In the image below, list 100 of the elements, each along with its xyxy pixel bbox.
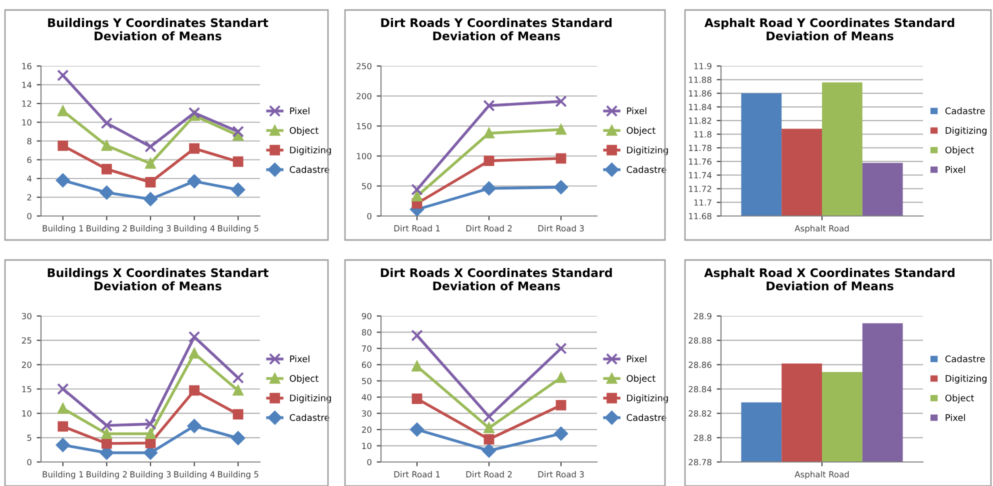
legend-label: Pixel bbox=[627, 355, 646, 362]
point bbox=[554, 426, 568, 441]
y-tick-label: 10 bbox=[22, 410, 32, 417]
legend-label: Object bbox=[626, 126, 656, 136]
y-tick-label: 30 bbox=[362, 410, 372, 417]
legend-label: Digitizing bbox=[627, 146, 668, 156]
y-tick-label: 28.88 bbox=[688, 337, 712, 344]
x-tick-label: Building 4 bbox=[174, 471, 215, 480]
point bbox=[187, 419, 202, 433]
y-tick-label: 28.78 bbox=[688, 458, 712, 466]
y-tick-label: 11.68 bbox=[689, 212, 712, 220]
y-tick-label: 0 bbox=[367, 458, 372, 466]
point bbox=[412, 190, 422, 202]
point bbox=[232, 126, 244, 138]
y-tick-label: 250 bbox=[356, 62, 372, 70]
y-tick-label: 50 bbox=[362, 182, 372, 190]
x-tick-label: Building 1 bbox=[42, 471, 84, 480]
legend-label: Object bbox=[945, 394, 974, 404]
point bbox=[412, 394, 422, 404]
point bbox=[189, 143, 200, 154]
y-tick-label: 28.84 bbox=[688, 386, 712, 392]
chart-title: Asphalt Road X Coordinates Standard Deviation of Means bbox=[704, 268, 954, 290]
y-tick-label: 11.86 bbox=[689, 90, 712, 97]
y-tick-label: 16 bbox=[22, 62, 32, 70]
y-tick-label: 90 bbox=[362, 312, 372, 320]
point bbox=[483, 100, 495, 112]
point bbox=[483, 410, 495, 422]
y-tick-label: 0 bbox=[27, 458, 32, 466]
point bbox=[232, 385, 244, 396]
y-tick-label: 200 bbox=[356, 92, 372, 100]
legend-label: Digitizing bbox=[946, 374, 987, 384]
x-tick-label: Asphalt Road bbox=[794, 225, 849, 234]
y-tick-label: 2 bbox=[27, 194, 32, 200]
point bbox=[101, 438, 112, 449]
y-tick-label: 11.84 bbox=[689, 104, 712, 110]
legend-label: Pixel bbox=[290, 355, 310, 362]
point bbox=[482, 444, 496, 458]
legend-label: Digitizing bbox=[946, 126, 987, 136]
legend-label: Object bbox=[626, 374, 656, 384]
point bbox=[101, 140, 112, 151]
legend-label: Cadastre bbox=[626, 414, 666, 421]
x-tick-label: Dirt Road 2 bbox=[466, 225, 512, 232]
y-tick-label: 10 bbox=[22, 119, 32, 126]
point bbox=[144, 140, 156, 153]
y-tick-label: 11.72 bbox=[689, 186, 712, 192]
x-tick-label: Building 2 bbox=[86, 225, 127, 234]
y-tick-label: 30 bbox=[22, 312, 32, 320]
point bbox=[410, 422, 424, 436]
legend-label: Cadastre bbox=[945, 355, 985, 362]
point bbox=[556, 124, 566, 135]
point bbox=[145, 428, 156, 439]
x-tick-label: Dirt Road 3 bbox=[538, 225, 584, 232]
point bbox=[56, 173, 70, 188]
point bbox=[144, 192, 158, 206]
point bbox=[484, 128, 494, 138]
y-tick-label: 11.78 bbox=[689, 144, 712, 152]
point bbox=[145, 177, 156, 188]
x-tick-label: Dirt Road 1 bbox=[394, 471, 440, 478]
chart-title: Buildings Y Coordinates Standart Deviation of Means bbox=[48, 18, 268, 40]
point bbox=[56, 69, 69, 82]
point bbox=[482, 181, 496, 196]
x-tick-label: Building 2 bbox=[86, 471, 127, 480]
point bbox=[484, 434, 494, 444]
point bbox=[58, 140, 68, 151]
point bbox=[58, 106, 68, 116]
y-tick-label: 11.88 bbox=[689, 76, 712, 83]
y-tick-label: 11.7 bbox=[694, 199, 712, 206]
y-tick-label: 6 bbox=[27, 156, 32, 164]
point bbox=[554, 180, 568, 194]
y-tick-label: 28.82 bbox=[688, 410, 712, 417]
point bbox=[187, 174, 202, 188]
y-tick-label: 28.86 bbox=[688, 362, 712, 368]
y-tick-label: 150 bbox=[356, 122, 372, 130]
y-tick-label: 70 bbox=[362, 345, 372, 352]
x-tick-label: Building 3 bbox=[130, 225, 171, 234]
legend-label: Pixel bbox=[946, 166, 965, 173]
y-tick-label: 20 bbox=[22, 362, 32, 368]
point bbox=[555, 95, 567, 108]
y-tick-label: 10 bbox=[362, 442, 372, 450]
y-tick-label: 28.9 bbox=[694, 312, 712, 320]
x-tick-label: Dirt Road 1 bbox=[394, 225, 440, 232]
x-tick-label: Building 4 bbox=[174, 225, 215, 234]
y-tick-label: 100 bbox=[356, 152, 372, 160]
point bbox=[101, 164, 112, 174]
point bbox=[556, 400, 566, 410]
point bbox=[189, 348, 200, 359]
legend-label: Object bbox=[290, 374, 318, 384]
y-tick-label: 14 bbox=[22, 82, 32, 88]
y-tick-label: 80 bbox=[362, 329, 372, 336]
point bbox=[101, 428, 112, 439]
point bbox=[144, 418, 156, 430]
y-tick-label: 8 bbox=[27, 138, 32, 144]
point bbox=[411, 184, 423, 196]
legend-label: Digitizing bbox=[627, 394, 668, 404]
point bbox=[58, 421, 68, 432]
x-tick-label: Dirt Road 3 bbox=[538, 471, 584, 478]
legend-label: Pixel bbox=[290, 107, 310, 114]
point bbox=[412, 361, 422, 372]
legend-label: Cadastre bbox=[945, 107, 985, 114]
y-tick-label: 11.9 bbox=[694, 62, 712, 70]
